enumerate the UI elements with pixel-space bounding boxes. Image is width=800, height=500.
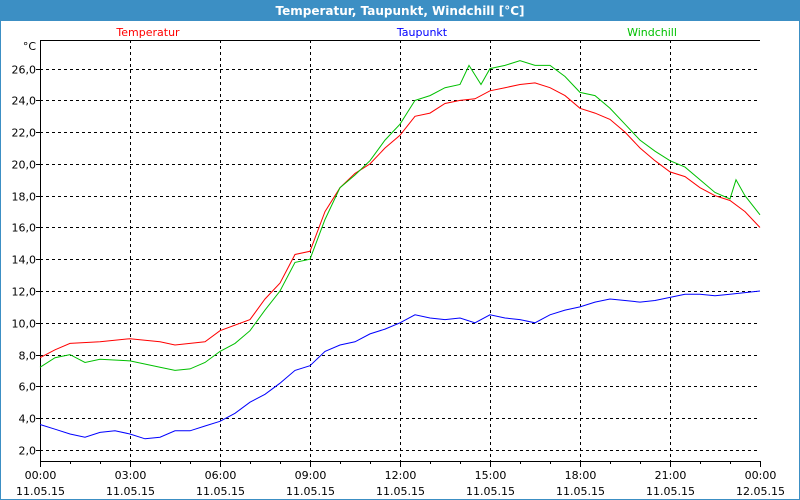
x-tick-time: 15:00 [475,469,507,482]
legend-taupunkt: Taupunkt [396,26,448,39]
series-line-windchill [39,60,761,371]
x-tick-date: 11.05.15 [196,485,245,498]
x-tick-date: 12.05.15 [736,485,785,498]
x-tick-time: 09:00 [295,469,327,482]
y-tick-label: 20,0 [12,159,37,172]
legend-temperatur: Temperatur [115,26,180,39]
y-tick-label: 16,0 [12,222,37,235]
x-tick-date: 11.05.15 [286,485,335,498]
x-tick-date: 11.05.15 [376,485,425,498]
x-tick-date: 11.05.15 [556,485,605,498]
window-title: Temperatur, Taupunkt, Windchill [°C] [1,1,799,21]
y-tick-label: 8,0 [19,350,37,363]
x-tick-time: 00:00 [25,469,57,482]
y-tick-label: 26,0 [12,64,37,77]
y-tick-label: 18,0 [12,191,37,204]
y-axis-unit: °C [23,40,37,53]
x-tick-date: 11.05.15 [646,485,695,498]
y-tick-label: 22,0 [12,127,37,140]
x-tick-time: 06:00 [205,469,237,482]
y-tick-label: 6,0 [19,381,37,394]
legend-windchill: Windchill [627,26,677,39]
y-tick-label: 24,0 [12,95,37,108]
series-line-taupunkt [39,290,761,440]
y-tick-label: 10,0 [12,318,37,331]
x-tick-date: 11.05.15 [106,485,155,498]
x-tick-date: 11.05.15 [16,485,65,498]
y-tick-label: 2,0 [19,445,37,458]
y-tick-label: 12,0 [12,286,37,299]
y-tick-label: 14,0 [12,254,37,267]
x-tick-time: 00:00 [745,469,777,482]
x-tick-time: 21:00 [655,469,687,482]
x-tick-time: 18:00 [565,469,597,482]
x-tick-time: 12:00 [385,469,417,482]
series-line-temperatur [39,82,761,359]
x-tick-date: 11.05.15 [466,485,515,498]
y-tick-label: 4,0 [19,413,37,426]
x-tick-time: 03:00 [115,469,147,482]
